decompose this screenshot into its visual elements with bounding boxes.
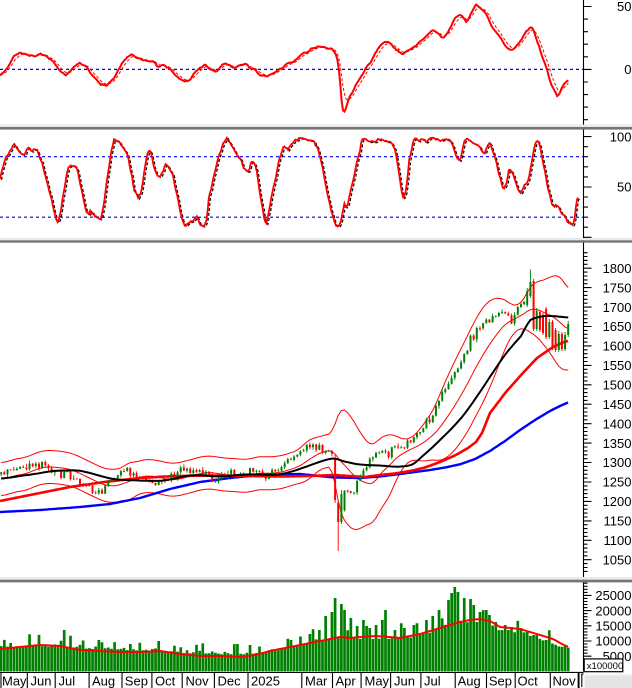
svg-text:1650: 1650 <box>603 319 632 334</box>
svg-text:Sep: Sep <box>489 674 512 688</box>
svg-text:Nov: Nov <box>553 674 577 688</box>
svg-text:50: 50 <box>617 180 631 195</box>
svg-text:1450: 1450 <box>603 397 632 412</box>
svg-text:Nov: Nov <box>186 674 210 688</box>
svg-text:May: May <box>365 674 390 688</box>
svg-text:1300: 1300 <box>603 455 632 470</box>
svg-text:Aug: Aug <box>458 674 481 688</box>
svg-text:25000: 25000 <box>595 588 631 603</box>
svg-text:1100: 1100 <box>604 533 632 548</box>
svg-text:20000: 20000 <box>595 603 631 618</box>
svg-text:1050: 1050 <box>603 552 632 567</box>
svg-text:1250: 1250 <box>603 475 632 490</box>
svg-text:Jun: Jun <box>31 674 52 688</box>
svg-text:Aug: Aug <box>92 674 115 688</box>
svg-text:Jun: Jun <box>394 674 415 688</box>
svg-text:1500: 1500 <box>603 378 632 393</box>
svg-text:0: 0 <box>624 62 631 77</box>
svg-text:50: 50 <box>617 0 631 14</box>
svg-text:1200: 1200 <box>603 494 632 509</box>
svg-text:Jul: Jul <box>59 674 76 688</box>
svg-text:1800: 1800 <box>603 261 632 276</box>
svg-text:1350: 1350 <box>603 436 632 451</box>
svg-text:Oct: Oct <box>518 674 539 688</box>
svg-text:x100000: x100000 <box>587 661 623 672</box>
svg-text:100: 100 <box>610 129 632 144</box>
svg-text:15000: 15000 <box>595 619 631 634</box>
svg-text:2025: 2025 <box>251 674 280 688</box>
svg-text:Jul: Jul <box>424 674 441 688</box>
svg-text:May: May <box>2 674 27 688</box>
svg-text:Apr: Apr <box>336 674 357 688</box>
svg-text:Dec: Dec <box>218 674 242 688</box>
svg-text:1550: 1550 <box>603 358 632 373</box>
svg-text:1750: 1750 <box>603 280 632 295</box>
svg-text:1150: 1150 <box>604 514 632 529</box>
svg-text:1600: 1600 <box>603 339 632 354</box>
svg-text:1400: 1400 <box>603 416 632 431</box>
svg-text:10000: 10000 <box>595 634 631 649</box>
svg-text:Mar: Mar <box>305 674 328 688</box>
svg-text:1700: 1700 <box>603 300 632 315</box>
svg-text:Oct: Oct <box>155 674 176 688</box>
svg-text:Sep: Sep <box>125 674 148 688</box>
